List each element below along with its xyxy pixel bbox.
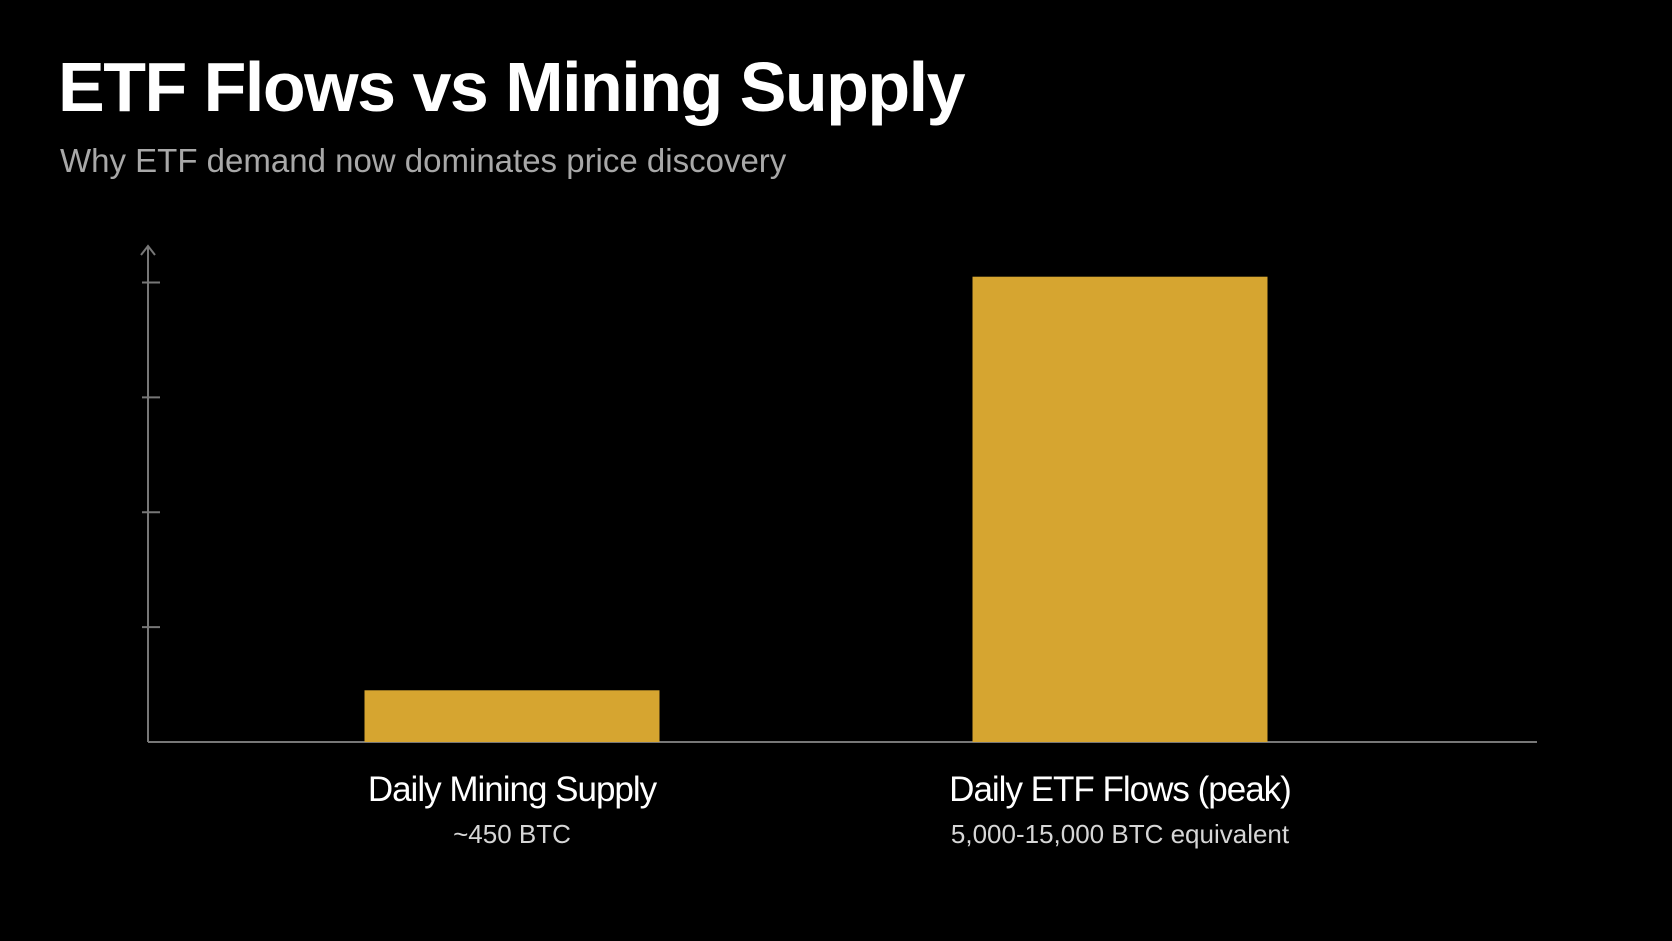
category-note-2: 5,000-15,000 BTC equivalent: [950, 819, 1290, 849]
category-note-1: ~450 BTC: [453, 819, 571, 849]
page-title: ETF Flows vs Mining Supply: [58, 48, 966, 126]
category-name-2: Daily ETF Flows (peak): [949, 770, 1292, 809]
category-name-1: Daily Mining Supply: [367, 770, 657, 809]
bar-2: [972, 276, 1268, 742]
bar-1: [364, 690, 660, 742]
y-axis-arrow-icon: [140, 244, 156, 256]
category-label-2: Daily ETF Flows (peak) 5,000-15,000 BTC e…: [949, 770, 1292, 849]
category-label-1: Daily Mining Supply ~450 BTC: [367, 770, 657, 849]
page-subtitle: Why ETF demand now dominates price disco…: [60, 142, 787, 179]
